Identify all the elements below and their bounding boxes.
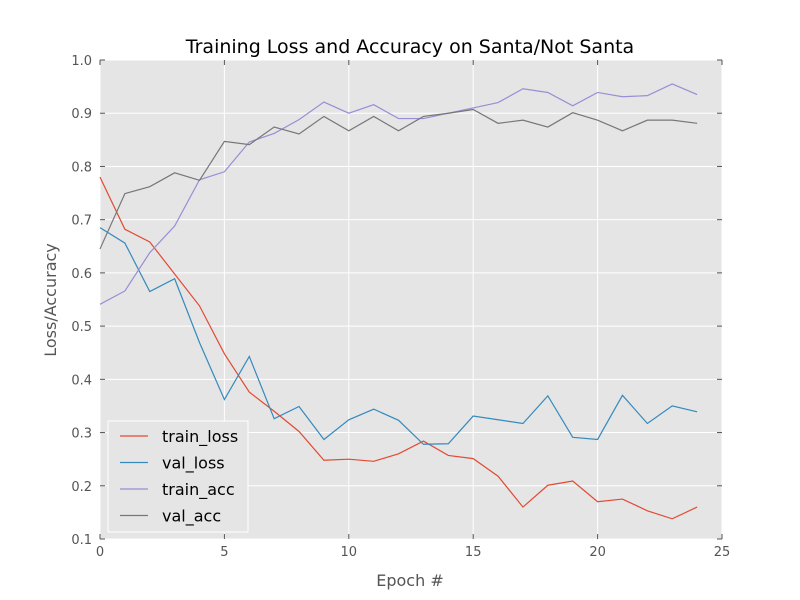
y-tick-label-1: 0.2 xyxy=(71,480,92,495)
x-tick-label-3: 15 xyxy=(465,545,482,560)
series-line-train_loss xyxy=(99,176,698,520)
legend-label-train_acc: train_acc xyxy=(162,480,235,500)
x-tick-label-2: 10 xyxy=(341,545,358,560)
y-tick-label-3: 0.4 xyxy=(71,373,92,388)
chart-title: Training Loss and Accuracy on Santa/Not … xyxy=(185,36,634,58)
y-axis-label: Loss/Accuracy xyxy=(41,243,60,357)
series-line-val_loss xyxy=(99,227,698,445)
y-tick-label-7: 0.8 xyxy=(71,160,92,175)
x-tick-label-4: 20 xyxy=(589,545,606,560)
y-tick-label-9: 1.0 xyxy=(71,54,92,69)
y-tick-label-8: 0.9 xyxy=(71,107,92,122)
x-tick-label-5: 25 xyxy=(714,545,731,560)
legend-label-val_loss: val_loss xyxy=(162,454,225,474)
legend-box xyxy=(107,420,249,533)
y-tick-label-2: 0.3 xyxy=(71,427,92,442)
y-tick-label-5: 0.6 xyxy=(71,267,92,282)
legend-label-val_acc: val_acc xyxy=(162,507,221,527)
x-axis-label: Epoch # xyxy=(376,571,443,590)
series-layer xyxy=(99,83,698,520)
x-tick-label-1: 5 xyxy=(220,545,228,560)
legend-label-train_loss: train_loss xyxy=(162,427,238,447)
x-tick-label-0: 0 xyxy=(96,545,104,560)
ticks-layer: 0 5 10 15 20 25 0.1 0.2 0.3 0.4 0.5 0.6 0.7 0.8 0.9 1.0 xyxy=(71,54,730,560)
legend: train_loss val_loss train_acc val_acc xyxy=(107,420,249,533)
y-tick-label-6: 0.7 xyxy=(71,214,92,229)
y-tick-label-4: 0.5 xyxy=(71,320,92,335)
y-tick-label-0: 0.1 xyxy=(71,533,92,548)
series-line-val_acc xyxy=(99,108,698,250)
